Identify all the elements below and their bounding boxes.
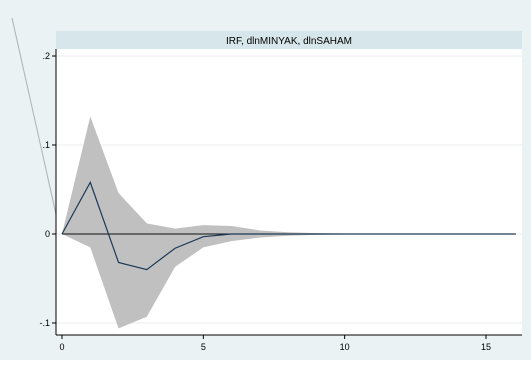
x-tick-label-2: 10 xyxy=(340,342,350,352)
y-tick-label-0: -.1 xyxy=(39,318,50,328)
decorative-diagonal xyxy=(11,17,61,233)
irf-line xyxy=(61,180,515,271)
x-tick-label-1: 5 xyxy=(201,342,206,352)
title-band xyxy=(56,31,522,49)
chart-title: IRF, dlnMINYAK, dlnSAHAM xyxy=(226,36,352,47)
y-tick-label-1: 0 xyxy=(45,229,50,239)
x-tick-label-3: 15 xyxy=(481,342,491,352)
x-tick-label-0: 0 xyxy=(59,342,64,352)
axes-layer: -.1 0 .1 .2 0 5 10 15 xyxy=(39,49,522,352)
y-tick-label-2: .1 xyxy=(42,140,50,150)
irf-line-layer xyxy=(61,180,515,271)
y-tick-label-3: .2 xyxy=(42,51,50,61)
